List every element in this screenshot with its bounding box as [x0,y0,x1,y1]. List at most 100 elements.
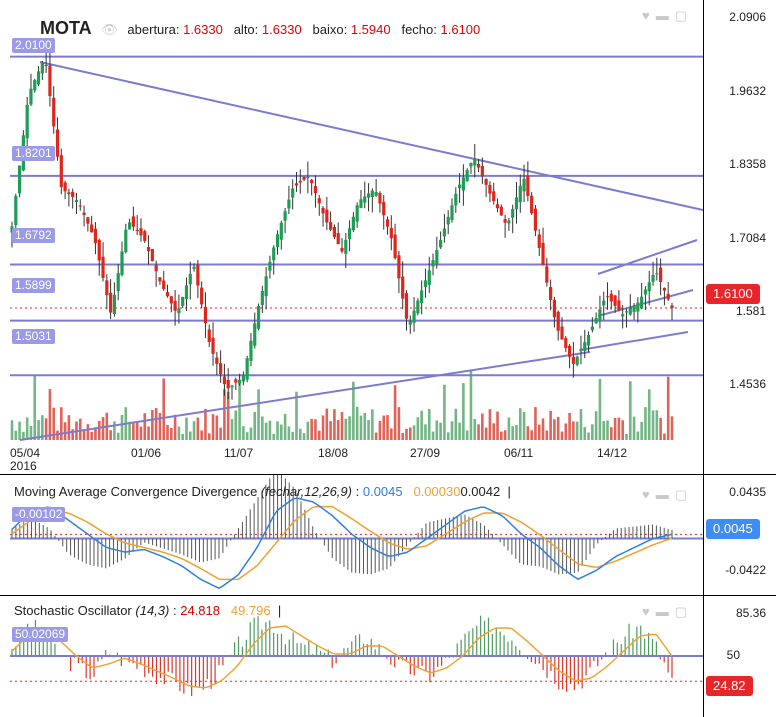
candle-body [511,208,515,218]
candle-body [363,196,367,203]
candle-body [93,228,98,244]
volume-bar [151,409,154,440]
candle-body [97,239,101,261]
volume-bar [287,426,291,440]
volume-bar [215,415,219,440]
candle-body [340,247,344,252]
eye-icon[interactable]: 👁 [101,22,118,37]
candle-body [169,296,173,304]
candle-body [450,205,454,220]
candle-body [36,71,41,85]
volume-bar [628,381,632,440]
volume-bar [435,420,439,440]
volume-bar [613,418,617,440]
volume-bar [223,389,226,440]
candle-body [632,305,636,312]
candle-body [476,163,481,168]
macd-params: (fechar,12,26,9) [260,484,352,499]
macd-controls: ♥▬▢ [642,487,693,503]
minimize-icon[interactable]: ▬ [655,604,675,619]
candle-body [446,216,450,225]
volume-bar [507,417,511,440]
volume-bar [549,410,552,440]
volume-bar [621,420,624,440]
volume-bar [52,407,56,440]
maximize-icon[interactable]: ▢ [674,604,694,619]
volume-bar [371,409,374,440]
volume-bar [295,391,298,440]
candle-body [10,226,14,233]
candle-body [412,310,416,323]
volume-bar [306,421,310,440]
volume-bar [268,420,272,440]
candle-body [165,292,170,297]
volume-bar [44,418,48,440]
minimize-icon[interactable]: ▬ [655,487,675,502]
candle-body [522,178,526,192]
candle-body [325,209,329,223]
stoch-chart[interactable] [0,596,703,717]
stoch-d-value: 49.796 [230,603,271,618]
ohlc-legend: MOTA 👁 abertura: 1.6330 alto: 1.6330 bai… [40,18,480,39]
maximize-icon[interactable]: ▢ [674,487,694,502]
minimize-icon[interactable]: ▬ [655,8,675,23]
volume-bar [67,415,71,440]
stoch-legend: Stochastic Oscillator (14,3) : 24.818 49… [14,603,282,618]
candle-body [643,289,648,295]
volume-bar [647,389,651,440]
candle-body [298,180,302,183]
candle-body [359,199,363,209]
candle-body [545,266,549,283]
volume-bar [29,426,33,440]
volume-bar [416,417,420,440]
candle-body [609,293,613,302]
x-year: 2016 [10,459,37,473]
volume-bar [644,407,647,440]
price-chart[interactable] [0,0,703,474]
volume-bar [113,421,116,440]
volume-bar [583,427,587,440]
candle-body [101,256,105,278]
candle-body [196,264,200,286]
candle-body [355,205,359,222]
volume-bar [666,376,670,440]
macd-line [11,497,673,590]
volume-bar [298,428,302,440]
trend-line [579,331,689,351]
separator [0,474,776,475]
pane-controls: ♥▬▢ [642,8,693,24]
macd-chart[interactable] [0,475,703,595]
candle-body [90,224,94,233]
heart-icon[interactable]: ♥ [642,8,656,23]
macd-pane[interactable]: Moving Average Convergence Divergence (f… [0,475,776,595]
stoch-pane[interactable]: Stochastic Oscillator (14,3) : 24.818 49… [0,596,776,717]
macd-colon: : [355,484,360,499]
candle-body [640,296,644,309]
volume-bar [424,424,427,440]
candle-body [416,300,420,314]
candle-body [404,293,409,319]
candle-body [272,247,276,261]
candle-body [473,158,477,166]
candle-body [636,302,640,312]
price-pane[interactable]: MOTA 👁 abertura: 1.6330 alto: 1.6330 bai… [0,0,776,474]
candle-body [33,79,37,91]
volume-bar [143,413,147,440]
candle-body [287,199,291,209]
candle-body [275,234,280,248]
candle-body [230,385,234,388]
volume-bar [587,432,590,440]
volume-bar [534,407,537,440]
heart-icon[interactable]: ♥ [642,604,656,619]
candle-body [435,249,439,265]
volume-bar [446,432,450,440]
volume-bar [606,420,609,440]
close-value: 1.6100 [440,22,481,37]
maximize-icon[interactable]: ▢ [674,8,694,23]
y-tick-6: 1.4536 [729,377,766,391]
volume-bar [48,389,52,440]
candle-body [127,222,132,230]
volume-bar [503,430,507,440]
volume-bar [564,423,568,440]
heart-icon[interactable]: ♥ [642,487,656,502]
